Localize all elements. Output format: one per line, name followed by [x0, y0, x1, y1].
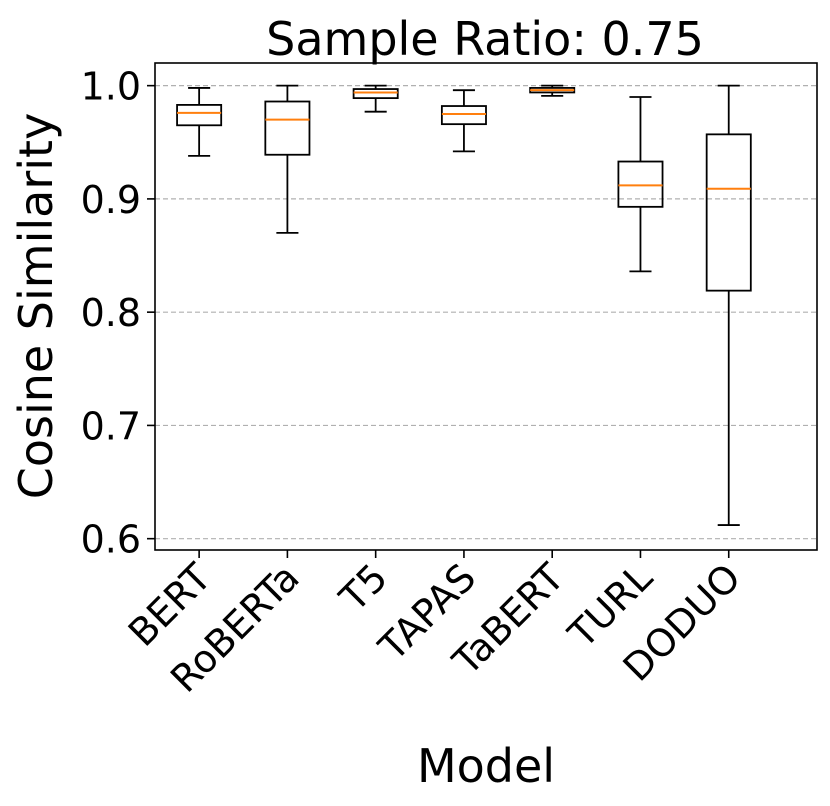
box-plots	[176, 84, 752, 526]
y-tick-label: 0.8	[81, 291, 141, 335]
y-axis-label: Cosine Similarity	[9, 113, 63, 500]
y-axis: 0.6 0.7 0.8 0.9 1.0	[81, 65, 155, 562]
box-iqr	[176, 104, 223, 127]
box-tabert	[529, 84, 576, 97]
box-iqr	[352, 88, 399, 100]
box-t5	[352, 84, 399, 113]
y-tick-label: 0.7	[81, 404, 141, 448]
y-tick-label: 0.9	[81, 178, 141, 222]
box-turl	[617, 96, 664, 273]
box-bert	[176, 87, 223, 157]
y-tick-label: 0.6	[81, 518, 141, 562]
box-tapas	[440, 89, 487, 153]
box-doduo	[705, 84, 752, 526]
box-roberta	[264, 84, 311, 234]
grid-lines	[155, 85, 817, 540]
box-iqr	[264, 100, 311, 156]
x-tick-label: T5	[331, 555, 396, 620]
chart-title: Sample Ratio: 0.75	[266, 12, 704, 66]
box-iqr	[705, 133, 752, 292]
box-iqr	[440, 105, 487, 126]
y-tick-label: 1.0	[81, 65, 141, 109]
x-axis-label: Model	[417, 739, 555, 793]
box-iqr	[617, 160, 664, 208]
plot-frame	[154, 62, 818, 551]
